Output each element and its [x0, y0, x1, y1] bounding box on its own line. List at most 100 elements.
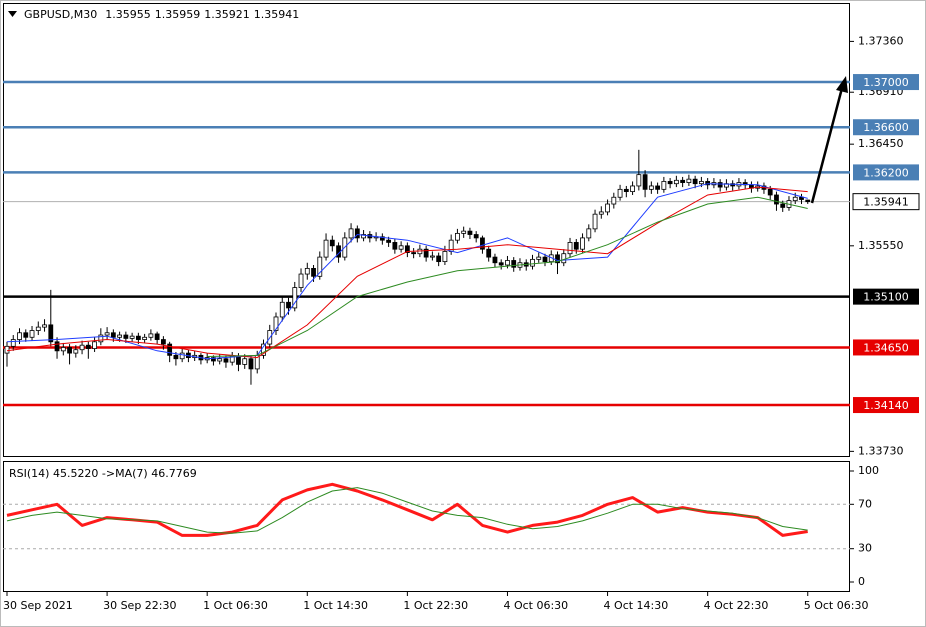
candle-body: [123, 334, 129, 339]
candle-body: [298, 273, 304, 288]
level-label: 1.36200: [863, 166, 909, 179]
rsi-line: [6, 487, 808, 534]
candle-body: [35, 326, 41, 331]
candle-body: [805, 199, 811, 203]
candle-body: [279, 301, 285, 318]
candle-body: [623, 188, 629, 193]
arrow-head: [836, 76, 848, 93]
candle-body: [774, 194, 779, 205]
candle-body: [236, 356, 241, 365]
candle-body: [530, 258, 535, 267]
y-tick-label: 0: [858, 575, 865, 588]
candle-body: [217, 358, 223, 362]
candle-body: [73, 349, 79, 354]
candle-body: [423, 248, 429, 258]
candle-body: [461, 230, 467, 234]
y-tick-label: 70: [858, 497, 872, 510]
candle-body: [117, 334, 123, 338]
x-tick-label: 4 Oct 14:30: [604, 599, 669, 612]
candle-body: [54, 341, 60, 352]
candle-body: [173, 354, 179, 360]
candle-body: [4, 345, 10, 354]
candle-body: [799, 196, 804, 200]
candle-body: [605, 203, 610, 213]
candle-body: [642, 174, 648, 190]
candle-body: [505, 260, 510, 266]
x-tick-label: 5 Oct 06:30: [804, 599, 869, 612]
candle-body: [673, 179, 679, 185]
y-tick-label: 30: [858, 542, 872, 555]
candle-body: [135, 335, 141, 340]
x-tick-label: 30 Sep 2021: [3, 599, 73, 612]
candle-body: [292, 287, 298, 309]
candle-body: [630, 185, 635, 193]
candle-body: [79, 344, 85, 351]
level-label: 1.34140: [863, 399, 909, 412]
candle-body: [242, 358, 248, 365]
candle-body: [611, 196, 617, 205]
candle-body: [586, 228, 592, 239]
candle-body: [17, 332, 22, 340]
candle-body: [667, 181, 673, 185]
level-label-box: [853, 288, 919, 305]
candle-body: [154, 333, 160, 340]
candle-body: [436, 255, 442, 263]
candle-body: [248, 358, 254, 370]
candle-body: [686, 178, 692, 183]
candle-body: [492, 256, 498, 264]
candle-body: [542, 256, 548, 263]
candle-body: [392, 242, 398, 250]
candle-body: [730, 183, 736, 187]
candle-body: [211, 357, 216, 362]
candle-body: [98, 334, 104, 343]
candle-body: [379, 236, 385, 241]
candle-body: [692, 178, 698, 185]
candle-body: [555, 254, 560, 264]
candle-body: [348, 228, 354, 239]
candle-body: [698, 181, 704, 185]
candle-body: [404, 245, 410, 253]
candle-body: [29, 330, 35, 338]
y-tick-label: 1.35550: [858, 239, 904, 252]
candle-body: [498, 262, 504, 266]
candle-body: [429, 255, 435, 258]
candle-body: [598, 211, 604, 215]
x-tick-label: 30 Sep 22:30: [103, 599, 176, 612]
candle-body: [655, 185, 661, 190]
candle-body: [780, 203, 786, 208]
candle-body: [223, 358, 229, 363]
y-tick-label: 1.37360: [858, 34, 904, 47]
candle-body: [67, 347, 72, 354]
rsi-panel: [3, 461, 850, 592]
candle-body: [104, 332, 110, 336]
candle-body: [636, 174, 642, 187]
current-price-box: [852, 193, 920, 211]
moving-average: [6, 183, 808, 360]
x-tick-label: 1 Oct 22:30: [403, 599, 468, 612]
candle-body: [792, 196, 798, 202]
plot-layer: 1.373601.369101.364501.355501.337301.370…: [3, 34, 920, 612]
candle-body: [60, 347, 66, 352]
candle-body: [311, 267, 316, 277]
candle-body: [717, 182, 723, 188]
candle-body: [398, 245, 404, 250]
level-label-box: [853, 339, 919, 356]
candle-body: [442, 251, 448, 263]
candle-body: [411, 252, 417, 255]
x-tick-label: 4 Oct 22:30: [704, 599, 769, 612]
candle-body: [573, 242, 579, 250]
candle-body: [229, 356, 235, 363]
candle-body: [480, 237, 485, 250]
candle-body: [386, 239, 392, 243]
candle-body: [10, 339, 16, 347]
candle-body: [286, 301, 291, 309]
candle-body: [592, 213, 598, 230]
candle-body: [23, 332, 29, 338]
current-price-label: 1.35941: [863, 196, 909, 209]
candle-body: [648, 185, 654, 190]
candle-body: [617, 188, 623, 198]
candle-body: [92, 341, 97, 349]
candle-body: [767, 188, 773, 196]
